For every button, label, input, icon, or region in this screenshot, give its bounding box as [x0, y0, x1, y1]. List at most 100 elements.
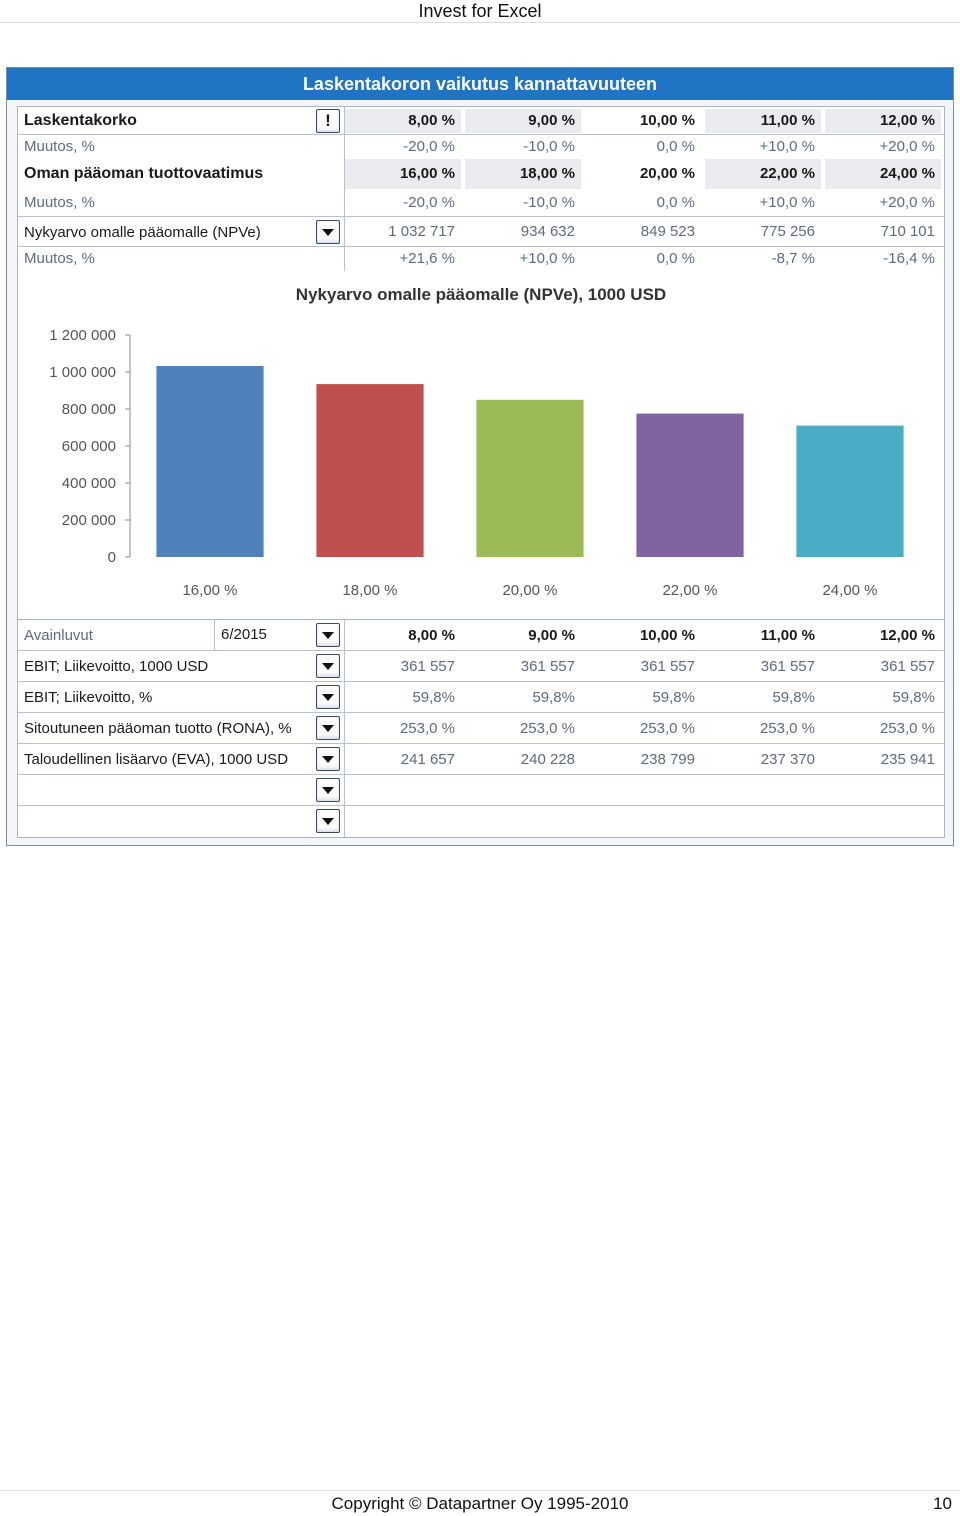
value-cell: 240 228: [520, 751, 575, 768]
value-cell: 361 557: [880, 658, 935, 675]
chevron-down-icon: [322, 229, 334, 236]
value-cell: -20,0 %: [403, 194, 455, 211]
empty-row: [18, 806, 944, 837]
required-return-row: Oman pääoman tuottovaatimus 16,00 % 18,0…: [18, 159, 944, 189]
header-cell: 10,00 %: [639, 627, 695, 644]
x-tick-label: 20,00 %: [502, 582, 557, 599]
value-cell: +10,0 %: [519, 250, 575, 267]
alert-button[interactable]: !: [316, 109, 340, 133]
npve-row: Nykyarvo omalle pääomalle (NPVe) 1 032 7…: [18, 217, 944, 247]
y-tick-label: 600 000: [62, 438, 116, 455]
value-cell: +20,0 %: [879, 194, 935, 211]
period-dropdown-button[interactable]: [316, 623, 340, 647]
row-label: Muutos, %: [24, 138, 95, 155]
y-tick-label: 800 000: [62, 401, 116, 418]
value-cell[interactable]: 9,00 %: [465, 109, 581, 133]
exclamation-icon: !: [325, 111, 331, 130]
value-cell: +10,0 %: [759, 194, 815, 211]
empty-row: [18, 775, 944, 806]
x-tick-label: 22,00 %: [662, 582, 717, 599]
value-cell: 361 557: [400, 658, 455, 675]
value-cell: 361 557: [520, 658, 575, 675]
sensitivity-table: Laskentakorko ! 8,00 % 9,00 % 10,00 % 11…: [17, 106, 945, 272]
eva-row: Taloudellinen lisäarvo (EVA), 1000 USD 2…: [18, 744, 944, 775]
value-cell: -10,0 %: [523, 138, 575, 155]
metric-dropdown-button[interactable]: [316, 778, 340, 802]
metric-dropdown-button[interactable]: [316, 685, 340, 709]
value-cell: 0,0 %: [656, 250, 695, 267]
chevron-down-icon: [322, 818, 334, 825]
row-label: Muutos, %: [24, 250, 95, 267]
metric-dropdown-button[interactable]: [316, 747, 340, 771]
page-footer: Copyright © Datapartner Oy 1995-2010 10: [0, 1490, 960, 1516]
value-cell: 241 657: [400, 751, 455, 768]
page-header-title: Invest for Excel: [418, 1, 542, 21]
value-cell: -20,0 %: [403, 138, 455, 155]
value-cell: 253,0 %: [759, 720, 815, 737]
header-cell: 12,00 %: [879, 627, 935, 644]
row-label: Oman pääoman tuottovaatimus: [24, 165, 264, 182]
change-row: Muutos, % +21,6 % +10,0 % 0,0 % -8,7 % -…: [18, 247, 944, 272]
value-cell[interactable]: 12,00 %: [825, 109, 941, 133]
value-cell[interactable]: 24,00 %: [825, 159, 941, 189]
y-tick-label: 1 000 000: [49, 364, 116, 381]
row-label: Taloudellinen lisäarvo (EVA), 1000 USD: [24, 751, 289, 768]
chart-title: Nykyarvo omalle pääomalle (NPVe), 1000 U…: [295, 285, 667, 304]
change-row: Muutos, % -20,0 % -10,0 % 0,0 % +10,0 % …: [18, 135, 944, 159]
value-cell: +21,6 %: [399, 250, 455, 267]
value-cell[interactable]: 22,00 %: [705, 159, 821, 189]
value-cell: 237 370: [760, 751, 815, 768]
header-cell: 9,00 %: [528, 627, 575, 644]
value-cell: 0,0 %: [656, 194, 695, 211]
value-cell: 253,0 %: [399, 720, 455, 737]
key-figures-table: Avainluvut 6/2015 8,00 % 9,00 % 10,00 % …: [17, 619, 945, 838]
value-cell: 1 032 717: [388, 223, 455, 240]
bar: [156, 365, 264, 557]
row-label: Laskentakorko: [24, 112, 137, 129]
value-cell: 710 101: [880, 223, 935, 240]
value-cell: 253,0 %: [639, 720, 695, 737]
value-cell: 934 632: [520, 223, 575, 240]
chevron-down-icon: [322, 632, 334, 639]
value-cell: 253,0 %: [879, 720, 935, 737]
metric-dropdown-button[interactable]: [316, 220, 340, 244]
chevron-down-icon: [322, 694, 334, 701]
x-tick-label: 18,00 %: [342, 582, 397, 599]
value-cell: 59,8%: [892, 689, 935, 706]
period-field[interactable]: 6/2015: [214, 620, 314, 650]
y-tick-label: 1 200 000: [49, 327, 116, 344]
window-title: Laskentakoron vaikutus kannattavuuteen: [7, 68, 953, 100]
value-cell: +20,0 %: [879, 138, 935, 155]
bar: [476, 399, 584, 557]
npve-bar-chart: 1 200 000 1 000 000 800 000 600 000 400 000 2…: [49, 327, 904, 599]
value-cell: 361 557: [640, 658, 695, 675]
value-cell: 59,8%: [412, 689, 455, 706]
npve-chart-panel: Nykyarvo omalle pääomalle (NPVe), 1000 U…: [17, 271, 945, 619]
copyright-text: Copyright © Datapartner Oy 1995-2010: [331, 1494, 629, 1513]
value-cell[interactable]: 18,00 %: [465, 159, 581, 189]
y-tick-label: 400 000: [62, 475, 116, 492]
value-cell: 775 256: [760, 223, 815, 240]
bar: [316, 384, 424, 557]
ebit-percent-row: EBIT; Liikevoitto, % 59,8% 59,8% 59,8% 5…: [18, 682, 944, 713]
chevron-down-icon: [322, 787, 334, 794]
x-tick-label: 16,00 %: [182, 582, 237, 599]
metric-dropdown-button[interactable]: [316, 716, 340, 740]
value-cell: +10,0 %: [759, 138, 815, 155]
value-cell: 59,8%: [652, 689, 695, 706]
row-label: EBIT; Liikevoitto, 1000 USD: [24, 658, 209, 675]
value-cell[interactable]: 10,00 %: [639, 112, 695, 129]
header-cell: 8,00 %: [408, 627, 455, 644]
value-cell[interactable]: 16,00 %: [345, 159, 461, 189]
ebit-row: EBIT; Liikevoitto, 1000 USD 361 557 361 …: [18, 651, 944, 682]
metric-dropdown-button[interactable]: [316, 809, 340, 833]
value-cell[interactable]: 11,00 %: [705, 109, 821, 133]
header-cell: 11,00 %: [760, 627, 815, 644]
row-label: Muutos, %: [24, 194, 95, 211]
value-cell[interactable]: 20,00 %: [639, 165, 695, 182]
value-cell[interactable]: 8,00 %: [345, 109, 461, 133]
value-cell: 59,8%: [532, 689, 575, 706]
metric-dropdown-button[interactable]: [316, 654, 340, 678]
value-cell: 235 941: [880, 751, 935, 768]
value-cell: -16,4 %: [883, 250, 935, 267]
